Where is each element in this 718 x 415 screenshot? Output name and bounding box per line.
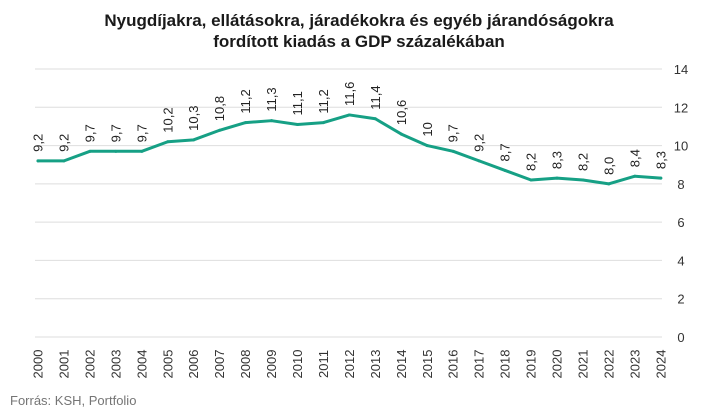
y-tick-label: 12 [674,100,688,115]
x-tick-label: 2003 [108,350,123,379]
data-point [296,123,299,127]
x-tick-label: 2014 [394,350,409,379]
data-point [321,121,325,125]
data-label: 11,2 [238,89,253,113]
data-point [140,149,144,153]
x-tick-label: 2001 [56,350,71,379]
x-tick-label: 2002 [82,350,97,379]
data-point [477,159,481,163]
x-tick-label: 2018 [498,350,513,379]
chart-title-line-2: fordított kiadás a GDP százalékában [213,32,505,51]
series-line [36,113,663,186]
x-tick-label: 2007 [212,350,227,379]
data-label: 9,2 [31,134,46,152]
data-label: 10 [420,122,435,136]
data-point [36,159,40,163]
data-label: 9,7 [108,124,123,142]
x-tick-label: 2021 [575,350,590,379]
data-point [62,159,66,163]
data-point [581,178,585,182]
x-tick-label: 2022 [601,350,616,379]
data-label: 8,2 [524,153,539,171]
y-tick-label: 14 [674,62,688,77]
data-point [192,138,196,142]
data-label: 10,2 [160,107,175,132]
source-note: Forrás: KSH, Portfolio [10,393,137,408]
x-tick-label: 2013 [368,350,383,379]
data-label: 8,2 [575,153,590,171]
x-tick-label: 2008 [238,350,253,379]
x-tick-label: 2004 [134,350,149,379]
x-tick-label: 2009 [264,350,279,379]
data-point [607,182,611,186]
x-tick-label: 2023 [627,350,642,379]
data-label: 9,2 [56,134,71,152]
data-label: 10,6 [394,100,409,125]
x-tick-label: 2016 [446,350,461,379]
y-tick-label: 4 [677,253,684,268]
data-label: 10,3 [186,106,201,131]
data-label: 9,7 [82,124,97,142]
grid-layer [35,68,662,338]
data-point [218,128,222,132]
data-label: 9,7 [446,124,461,142]
x-tick-label: 2015 [420,350,435,379]
y-tick-label: 2 [677,292,684,307]
x-tick-label: 2011 [316,350,331,378]
data-point [425,144,429,148]
data-label: 8,0 [601,157,616,175]
y-tick-label: 6 [677,215,684,230]
data-label: 9,2 [472,134,487,152]
y-axis-ticks: 0 2 4 6 8 10 12 14 [674,62,688,345]
data-point [347,113,351,117]
data-label-layer: 9,2 9,2 9,7 9,7 9,7 10,2 10,3 10,8 11,2 11,3 11,1 1… [31,82,669,175]
x-tick-label: 2010 [290,350,305,379]
data-point [373,117,377,121]
series-layer [36,113,663,186]
data-point [451,149,455,153]
data-label: 8,7 [498,143,513,161]
data-label: 8,3 [550,151,565,169]
x-tick-label: 2024 [653,350,668,379]
data-point [88,149,92,153]
y-tick-label: 8 [677,177,684,192]
data-label: 11,3 [264,87,279,111]
data-label: 11,6 [342,82,357,106]
data-point [270,119,274,123]
chart-title-line-1: Nyugdíjakra, ellátásokra, járadékokra és… [104,11,614,30]
x-tick-label: 2006 [186,350,201,379]
data-point [659,176,663,180]
data-point [529,178,533,182]
data-label: 8,4 [627,149,642,167]
x-axis-ticks: 2000 2001 2002 2003 2004 2005 2006 2007 2008 2009… [31,350,669,379]
x-tick-label: 2005 [160,350,175,379]
x-tick-label: 2020 [550,350,565,379]
y-tick-label: 0 [677,330,684,345]
data-point [244,121,248,125]
data-point [166,140,170,144]
chart-title: Nyugdíjakra, ellátásokra, járadékokra és… [0,10,718,52]
data-point [633,174,637,178]
x-tick-label: 2012 [342,350,357,379]
y-tick-label: 10 [674,139,688,154]
data-label: 11,2 [316,89,331,113]
data-label: 8,3 [653,151,668,169]
data-point [399,132,403,136]
x-tick-label: 2000 [31,350,46,379]
data-point [503,168,507,172]
data-label: 10,8 [212,96,227,121]
data-label: 11,4 [368,85,383,109]
x-tick-label: 2017 [472,350,487,379]
data-point [555,176,559,180]
data-point [114,149,118,153]
data-label: 9,7 [134,124,149,142]
x-tick-label: 2019 [524,350,539,379]
data-label: 11,1 [290,91,305,115]
